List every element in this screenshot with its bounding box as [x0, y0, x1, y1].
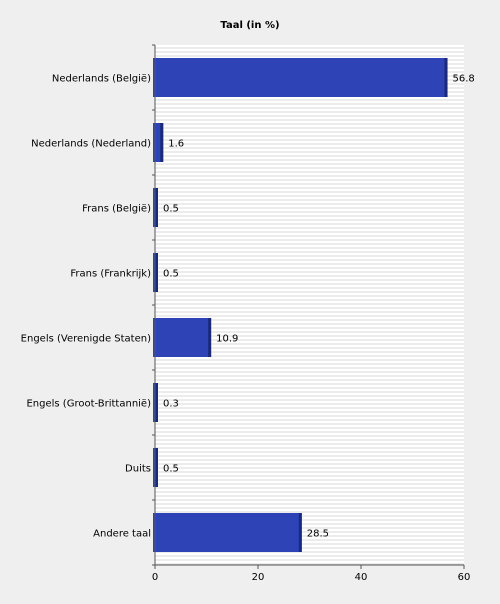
value-label: 0.5	[163, 269, 179, 280]
category-label: Duits	[125, 464, 151, 475]
bar-edge	[155, 253, 158, 292]
category-label: Andere taal	[93, 529, 151, 540]
bar-edge	[155, 383, 158, 422]
bar-edge	[155, 188, 158, 227]
value-label: 0.5	[163, 204, 179, 215]
bar	[153, 513, 302, 552]
category-label: Nederlands (Nederland)	[31, 139, 151, 150]
value-label: 10.9	[216, 334, 238, 345]
bar-edge	[160, 123, 164, 162]
value-label: 0.5	[163, 464, 179, 475]
bar	[153, 123, 164, 162]
category-label: Frans (Frankrijk)	[70, 269, 151, 280]
x-tick-label: 60	[458, 572, 471, 583]
bar-edge	[444, 58, 448, 97]
value-label: 1.6	[168, 139, 184, 150]
chart-title: Taal (in %)	[220, 20, 279, 31]
x-tick-label: 20	[252, 572, 265, 583]
bar	[153, 58, 448, 97]
bar	[153, 318, 212, 357]
category-label: Nederlands (België)	[52, 74, 151, 85]
plot-area	[155, 45, 464, 565]
x-tick-label: 0	[152, 572, 158, 583]
value-label: 0.3	[163, 399, 179, 410]
value-label: 28.5	[307, 529, 329, 540]
category-label: Engels (Verenigde Staten)	[21, 334, 151, 345]
bar-edge	[298, 513, 302, 552]
bar-edge	[208, 318, 212, 357]
x-tick-label: 40	[355, 572, 368, 583]
category-label: Frans (België)	[82, 204, 151, 215]
value-label: 56.8	[453, 74, 475, 85]
category-label: Engels (Groot-Brittannië)	[26, 399, 151, 410]
bar-edge	[155, 448, 158, 487]
